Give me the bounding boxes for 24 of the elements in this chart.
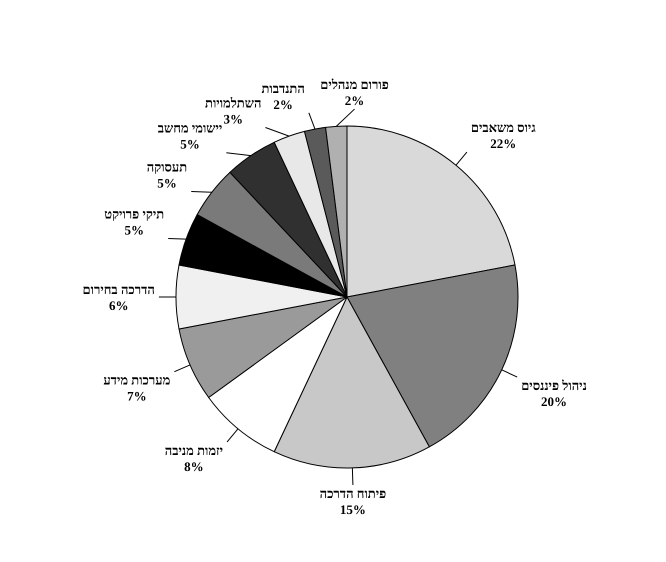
data-label: 5% [180, 136, 200, 152]
slice-label: מערכות מידע [103, 372, 171, 388]
slice-label: תיקי פרויקט [104, 206, 164, 222]
data-label: 3% [223, 112, 243, 127]
data-label: 2% [344, 93, 364, 108]
data-label: 15% [340, 502, 366, 518]
data-label: 6% [108, 298, 128, 313]
slice-label: התנדבות [261, 80, 305, 96]
slice-label: הדרכה בחירום [82, 282, 155, 297]
data-label: 2% [273, 96, 293, 112]
slice-label: יזמות מניבה [164, 442, 224, 458]
slice-label: יישומי מחשב [158, 120, 222, 136]
data-label: 22% [490, 136, 516, 152]
slice-label: השתלמויות [205, 96, 262, 111]
data-label: 8% [184, 458, 204, 474]
data-label: 7% [127, 388, 147, 404]
slice-label: פיתוח הדרכה [320, 486, 386, 502]
data-label: 5% [157, 176, 177, 191]
slice-label: תעסוקה [146, 160, 188, 175]
data-label: 20% [541, 394, 568, 410]
slice-label: ניהול פיננסים [521, 378, 587, 394]
data-label: 5% [124, 222, 144, 238]
slice-label: פורום מנהלים [320, 77, 389, 92]
slice-label: גיוס משאבים [470, 120, 536, 136]
